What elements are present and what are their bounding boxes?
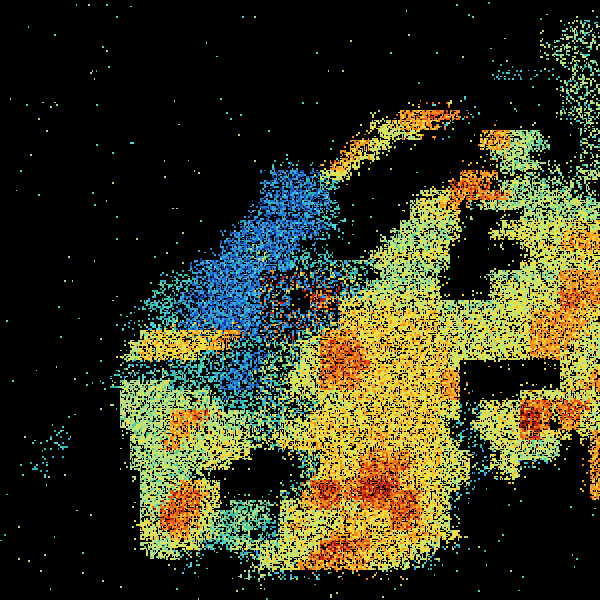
radar-reflectivity-image	[0, 0, 600, 600]
radar-display	[0, 0, 600, 600]
